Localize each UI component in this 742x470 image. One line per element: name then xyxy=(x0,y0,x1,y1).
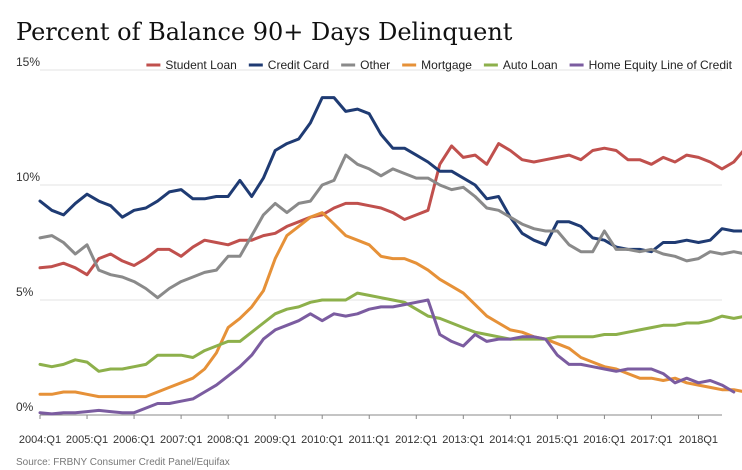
x-tick-label: 2013:Q1 xyxy=(442,434,484,446)
x-tick-label: 2004:Q1 xyxy=(19,434,61,446)
x-tick-label: 2018Q1 xyxy=(679,434,718,446)
series-line-home-equity-line-of-credit xyxy=(38,298,736,416)
x-tick-label: 2012:Q1 xyxy=(395,434,437,446)
x-tick-label: 2007:Q1 xyxy=(160,434,202,446)
series-line-auto-loan xyxy=(38,291,742,373)
y-tick-label: 0% xyxy=(16,400,34,414)
legend: Student Loan Credit Card Other Mortgage Auto… xyxy=(146,58,733,72)
y-tick-label: 10% xyxy=(16,170,40,184)
legend-label-other: Other xyxy=(360,58,390,72)
series-line-mortgage xyxy=(38,211,742,399)
x-axis-ticks: 2004:Q1 2005:Q1 2006:Q1 2007:Q1 2008:Q1 2009:… xyxy=(19,415,718,446)
gridlines xyxy=(40,69,722,416)
x-tick-label: 2010:Q1 xyxy=(301,434,343,446)
x-tick-label: 2016:Q1 xyxy=(583,434,625,446)
legend-label-home-equity-line-of-credit: Home Equity Line of Credit xyxy=(589,58,733,72)
x-tick-label: 2014:Q1 xyxy=(489,434,531,446)
y-axis-ticks: 0% 5% 10% 15% xyxy=(16,55,40,414)
x-tick-label: 2005:Q1 xyxy=(66,434,108,446)
x-tick-label: 2011:Q1 xyxy=(349,434,390,446)
x-tick-label: 2017:Q1 xyxy=(630,434,672,446)
series-lines xyxy=(38,96,742,416)
chart-title: Percent of Balance 90+ Days Delinquent xyxy=(16,18,513,46)
source-note: Source: FRBNY Consumer Credit Panel/Equi… xyxy=(16,457,230,468)
legend-label-auto-loan: Auto Loan xyxy=(503,58,558,72)
series-line-credit-card xyxy=(38,96,742,254)
y-tick-label: 15% xyxy=(16,55,40,69)
x-tick-label: 2015:Q1 xyxy=(536,434,578,446)
legend-label-student-loan: Student Loan xyxy=(165,58,236,72)
y-tick-label: 5% xyxy=(16,285,34,299)
legend-label-mortgage: Mortgage xyxy=(421,58,472,72)
series-line-other xyxy=(38,153,742,300)
series-line-student-loan xyxy=(38,142,742,277)
legend-label-credit-card: Credit Card xyxy=(268,58,329,72)
x-tick-label: 2009:Q1 xyxy=(254,434,296,446)
x-tick-label: 2008:Q1 xyxy=(207,434,249,446)
x-tick-label: 2006:Q1 xyxy=(113,434,155,446)
